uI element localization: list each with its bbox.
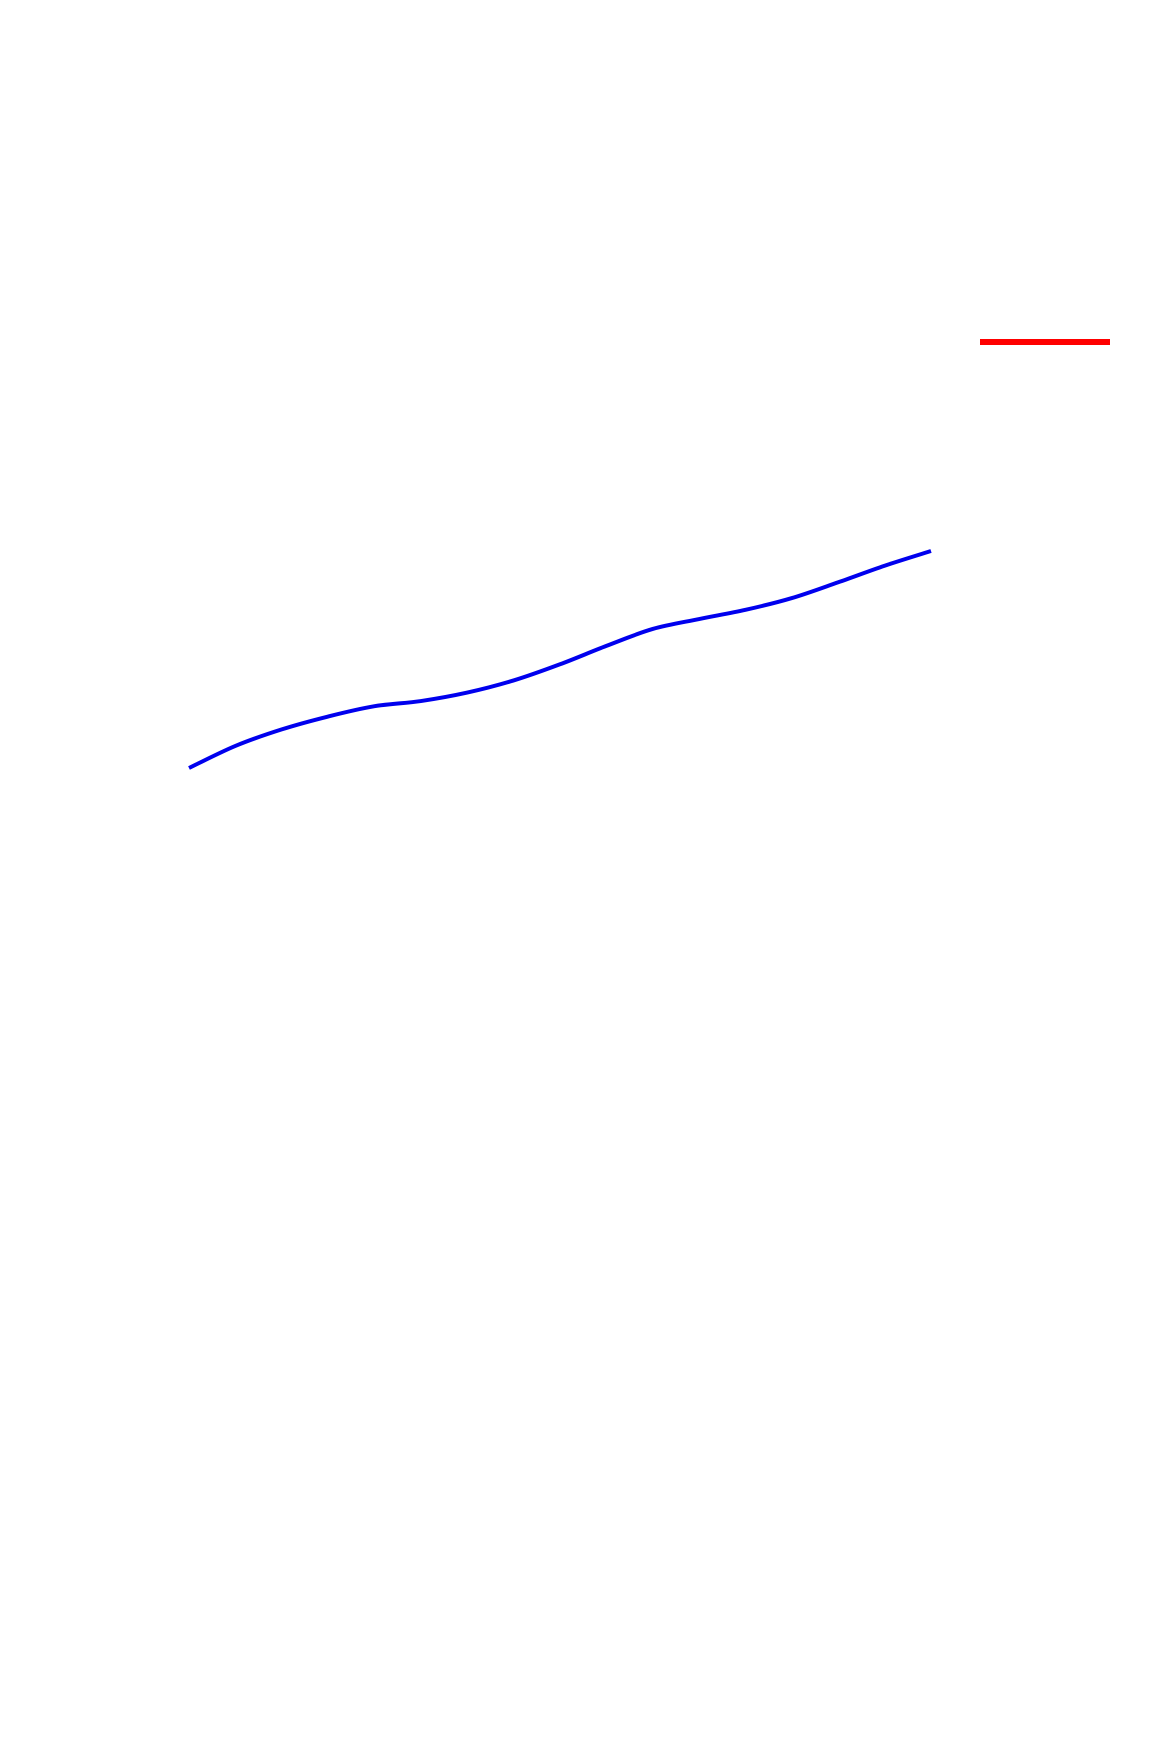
- chart-background: [0, 0, 1169, 1742]
- line-chart: [0, 0, 1169, 1742]
